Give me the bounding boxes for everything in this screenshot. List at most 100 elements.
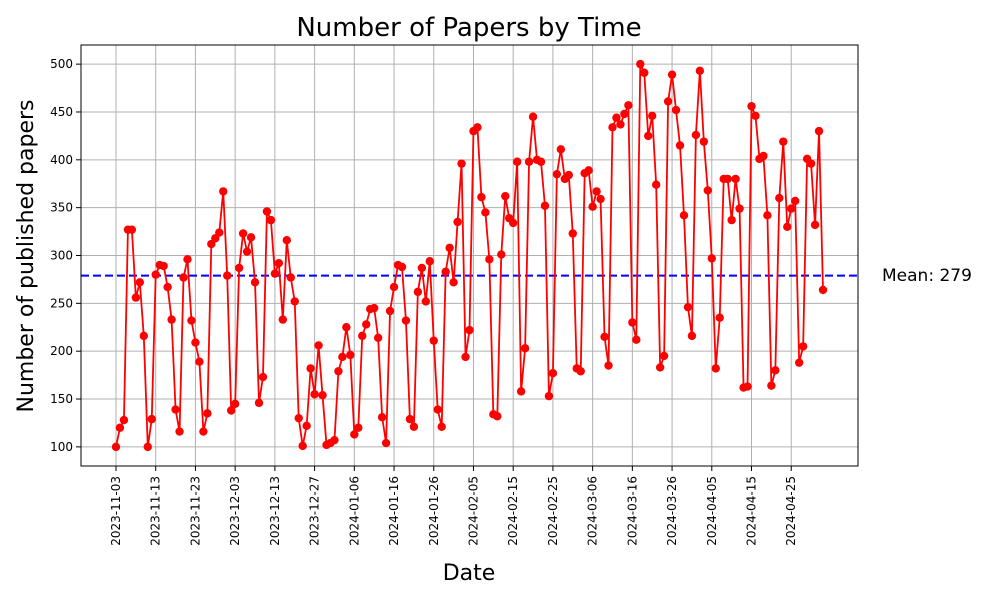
data-point	[433, 405, 442, 414]
data-point	[568, 229, 577, 238]
data-point	[219, 187, 228, 196]
data-point	[381, 438, 391, 448]
data-point	[624, 101, 633, 110]
data-point	[127, 225, 137, 234]
data-point	[350, 430, 359, 439]
y-tick-label: 250	[50, 296, 73, 310]
data-point	[564, 170, 573, 180]
x-tick-label: 2024-02-15	[506, 476, 520, 546]
data-point	[667, 70, 677, 79]
x-tick-label: 2024-03-16	[625, 476, 639, 546]
data-point	[512, 157, 522, 166]
data-point	[655, 363, 665, 372]
y-tick-label: 500	[50, 57, 73, 71]
data-point	[787, 204, 796, 213]
y-tick-label: 300	[50, 249, 73, 263]
data-point	[616, 120, 625, 129]
data-point	[493, 412, 502, 421]
data-point	[810, 220, 820, 230]
data-point	[302, 421, 311, 431]
data-point	[632, 335, 641, 344]
data-point	[187, 316, 196, 325]
data-point	[723, 174, 732, 184]
data-point	[695, 66, 705, 76]
y-tick-label: 400	[50, 153, 73, 167]
y-tick-label: 150	[50, 392, 73, 406]
data-point	[501, 191, 510, 201]
data-point	[747, 102, 756, 111]
data-point	[524, 157, 534, 166]
data-point	[167, 315, 176, 324]
x-tick-label: 2024-04-15	[745, 476, 759, 546]
data-point	[330, 435, 339, 445]
data-point	[465, 325, 474, 335]
data-point	[278, 315, 288, 324]
x-tick-label: 2023-12-13	[268, 476, 282, 546]
data-point	[318, 390, 327, 400]
data-point	[294, 413, 303, 423]
data-point	[286, 273, 295, 282]
data-point	[115, 423, 125, 432]
series-group	[111, 59, 828, 452]
data-point	[453, 217, 462, 227]
data-point	[683, 302, 693, 312]
data-point	[441, 267, 450, 276]
data-point	[711, 364, 720, 373]
data-point	[274, 258, 284, 268]
data-point	[648, 111, 657, 121]
mean-label: Mean: 279	[882, 266, 972, 286]
data-point	[731, 174, 740, 184]
data-point	[663, 97, 673, 106]
data-point	[520, 344, 530, 353]
data-point	[397, 262, 407, 272]
data-point	[373, 333, 383, 342]
data-point	[751, 111, 760, 121]
data-point	[334, 367, 343, 376]
data-point	[783, 222, 792, 231]
data-point	[342, 323, 351, 332]
x-axis-ticks: 2023-11-03 2023-11-13 2023-11-23 2023-12-03…	[109, 466, 798, 546]
data-point	[584, 166, 593, 175]
data-point	[226, 406, 236, 415]
data-point	[385, 306, 395, 316]
data-point	[790, 196, 800, 206]
data-point	[306, 364, 315, 373]
data-point	[290, 297, 299, 306]
data-point	[405, 414, 415, 424]
data-point	[763, 211, 772, 220]
data-point	[354, 423, 363, 432]
data-point	[818, 285, 828, 295]
x-tick-label: 2024-02-05	[466, 476, 480, 546]
data-point	[139, 331, 149, 341]
data-point	[552, 169, 562, 179]
data-point	[659, 351, 669, 361]
data-point	[171, 405, 180, 414]
data-point	[223, 271, 232, 280]
y-tick-label: 450	[50, 105, 73, 119]
data-point	[775, 193, 784, 203]
data-point	[449, 278, 458, 287]
data-point	[246, 233, 256, 242]
data-point	[191, 338, 200, 347]
data-point	[508, 218, 518, 228]
data-point	[215, 228, 224, 237]
data-point	[806, 159, 816, 168]
data-point	[195, 357, 204, 366]
data-point	[413, 287, 423, 297]
x-tick-label: 2023-11-23	[188, 476, 202, 546]
data-point	[457, 159, 466, 168]
x-tick-label: 2023-12-27	[308, 476, 322, 546]
data-point	[735, 204, 744, 213]
data-point	[266, 215, 276, 225]
data-point	[346, 350, 355, 360]
data-point	[151, 270, 160, 279]
data-point	[794, 358, 804, 367]
data-point	[258, 372, 268, 382]
data-point	[445, 243, 454, 253]
data-point	[687, 331, 697, 341]
data-point	[131, 293, 141, 302]
data-point	[691, 130, 701, 140]
data-point	[183, 255, 192, 264]
y-tick-label: 200	[50, 344, 73, 358]
